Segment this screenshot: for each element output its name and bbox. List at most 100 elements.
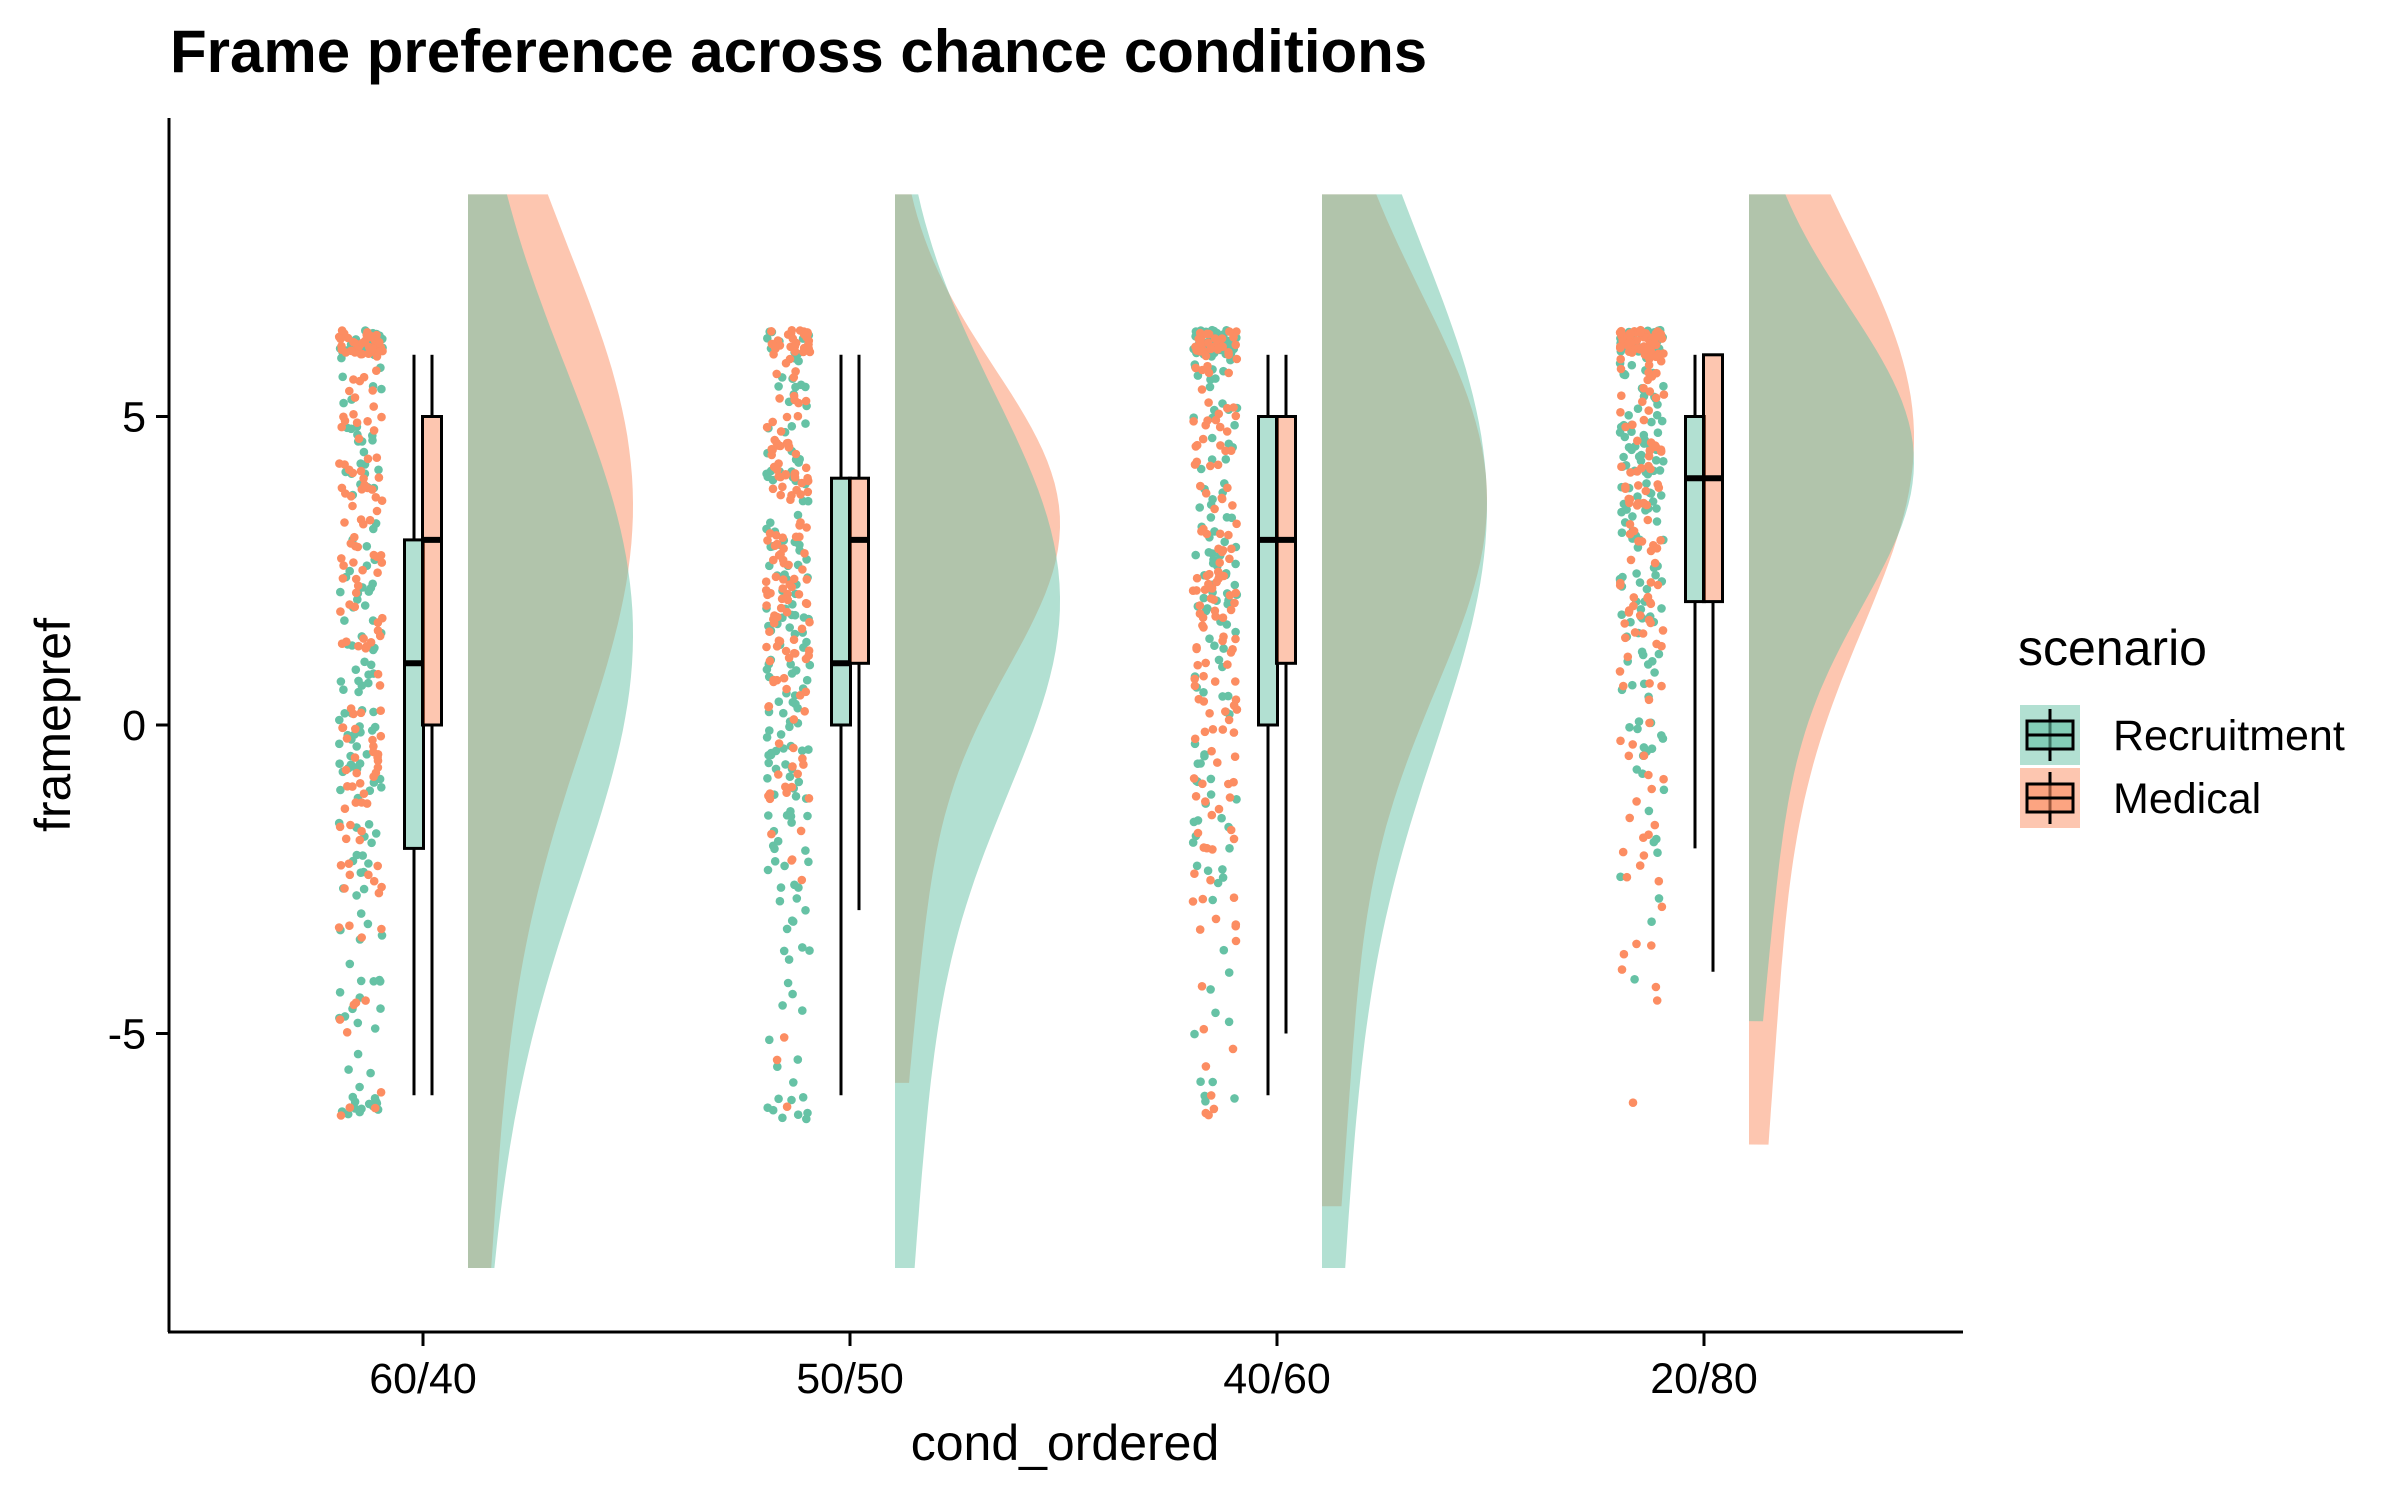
rain-point bbox=[345, 870, 355, 880]
rain-point bbox=[1200, 585, 1210, 594]
rain-point bbox=[1211, 914, 1221, 924]
y-ticks: -5 0 5 bbox=[108, 394, 169, 1059]
rain-point bbox=[1210, 334, 1220, 343]
rain-point bbox=[767, 339, 777, 349]
rain-point bbox=[765, 627, 774, 636]
rain-point bbox=[765, 656, 775, 666]
rain-point bbox=[1195, 503, 1204, 512]
rain-point bbox=[1224, 530, 1233, 540]
rain-point bbox=[1616, 736, 1625, 746]
rain-point bbox=[368, 735, 377, 745]
rain-point bbox=[360, 601, 370, 610]
rain-point bbox=[1208, 725, 1218, 734]
rain-point bbox=[1230, 580, 1240, 590]
rain-point bbox=[801, 419, 810, 428]
rain-point bbox=[366, 1068, 375, 1078]
rain-point bbox=[370, 1024, 380, 1033]
rain-point bbox=[1206, 774, 1216, 784]
rain-point bbox=[1617, 610, 1626, 619]
rain-point bbox=[356, 868, 366, 877]
rain-point bbox=[1223, 660, 1232, 669]
rain-point bbox=[1657, 416, 1667, 426]
rain-point bbox=[1624, 411, 1633, 420]
rain-point bbox=[1645, 446, 1655, 456]
rain-point bbox=[1632, 939, 1641, 949]
rain-point bbox=[1652, 368, 1661, 378]
rain-point bbox=[779, 708, 788, 718]
rain-point bbox=[350, 753, 360, 762]
box-iqr bbox=[1684, 415, 1706, 604]
rain-point bbox=[369, 402, 379, 411]
rain-point bbox=[355, 1107, 365, 1117]
rain-point bbox=[345, 386, 354, 396]
rain-point bbox=[341, 834, 351, 844]
rain-point bbox=[1634, 481, 1643, 490]
rain-point bbox=[1632, 569, 1641, 578]
rain-point bbox=[1218, 692, 1227, 701]
rain-point bbox=[779, 1033, 789, 1042]
rain-point bbox=[779, 575, 788, 584]
rain-point bbox=[336, 587, 345, 597]
rain-point bbox=[796, 518, 805, 527]
rain-point bbox=[369, 707, 378, 717]
rain-point bbox=[1215, 529, 1225, 539]
rain-point bbox=[764, 791, 773, 801]
rain-point bbox=[359, 372, 369, 382]
rain-point bbox=[1218, 613, 1228, 622]
rain-point bbox=[787, 782, 797, 792]
rain-point bbox=[358, 338, 367, 348]
rain-point bbox=[1644, 770, 1653, 780]
rain-point bbox=[1642, 344, 1652, 354]
rain-point bbox=[774, 1094, 783, 1104]
rain-point bbox=[335, 739, 344, 749]
rain-point bbox=[1224, 348, 1233, 357]
rain-point bbox=[352, 742, 362, 751]
rain-point bbox=[1624, 338, 1634, 347]
rain-point bbox=[364, 859, 373, 868]
rain-point bbox=[802, 523, 811, 532]
legend-label: Recruitment bbox=[2113, 712, 2345, 760]
rain-point bbox=[1653, 428, 1663, 438]
rain-point bbox=[372, 506, 382, 516]
rain-point bbox=[770, 844, 779, 854]
rain-point bbox=[1652, 834, 1661, 844]
rain-point bbox=[1231, 936, 1241, 946]
rain-point bbox=[1635, 861, 1645, 870]
rain-point bbox=[368, 386, 378, 395]
rain-point bbox=[781, 782, 790, 792]
rain-point bbox=[1211, 374, 1220, 383]
rain-point bbox=[1191, 550, 1200, 560]
rain-point bbox=[1228, 501, 1237, 510]
rain-point bbox=[340, 709, 350, 718]
rain-point bbox=[1190, 681, 1200, 691]
rain-point bbox=[1204, 1110, 1213, 1120]
rain-point bbox=[351, 998, 361, 1007]
rain-point bbox=[1653, 848, 1662, 857]
rain-point bbox=[766, 750, 776, 760]
rain-point bbox=[805, 347, 815, 357]
rain-point bbox=[359, 447, 369, 457]
rain-point bbox=[1621, 422, 1630, 432]
rain-point bbox=[1202, 329, 1212, 339]
y-tick-label: -5 bbox=[108, 1011, 146, 1059]
rain-point bbox=[1647, 417, 1656, 427]
rain-point bbox=[349, 337, 358, 347]
rain-point bbox=[1198, 779, 1207, 789]
rain-point bbox=[1204, 368, 1214, 378]
rain-point bbox=[782, 1102, 792, 1111]
legend-label: Medical bbox=[2113, 775, 2261, 823]
rain-point bbox=[790, 469, 800, 478]
rain-point bbox=[1206, 790, 1216, 799]
rain-point bbox=[359, 634, 368, 643]
rain-point bbox=[1634, 717, 1644, 726]
rain-point bbox=[1205, 709, 1214, 718]
rain-point bbox=[792, 894, 802, 903]
box-iqr bbox=[1257, 415, 1279, 727]
rain-point bbox=[772, 438, 781, 448]
rain-point bbox=[1223, 483, 1232, 493]
rain-point bbox=[1206, 875, 1215, 885]
rain-point bbox=[1197, 385, 1207, 394]
boxplot-medical bbox=[421, 354, 443, 1096]
rain-point bbox=[1623, 652, 1633, 662]
rain-point bbox=[1208, 845, 1217, 854]
